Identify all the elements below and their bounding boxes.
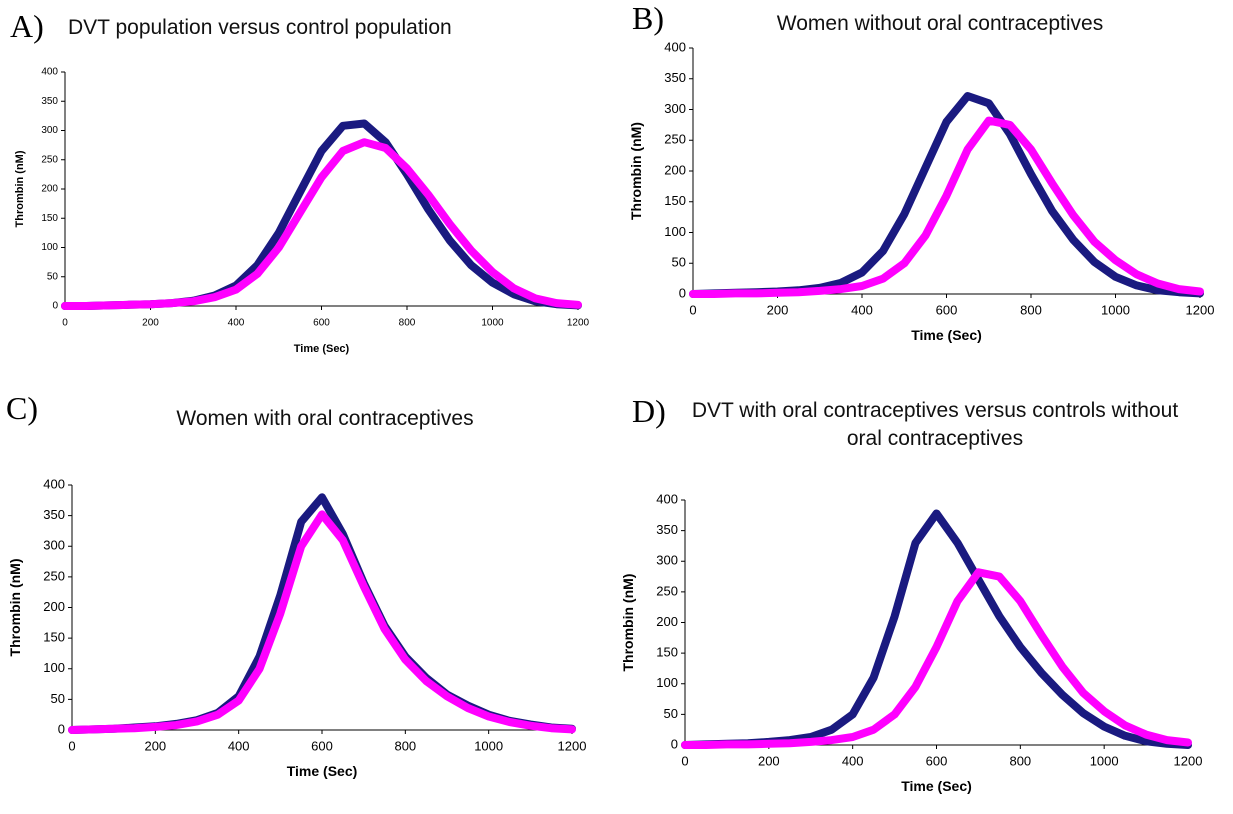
- x-tick-label: 0: [689, 302, 696, 317]
- y-tick-label: 300: [41, 125, 58, 136]
- chart-title: DVT population versus control population: [68, 16, 452, 39]
- x-tick-label: 1000: [1101, 302, 1130, 317]
- series-line: [68, 493, 576, 734]
- y-tick-label: 0: [679, 285, 686, 300]
- series-line: [681, 568, 1192, 749]
- y-axis-label: Thrombin (nM): [14, 150, 26, 227]
- x-tick-label: 600: [936, 302, 958, 317]
- y-tick-label: 0: [52, 301, 58, 312]
- y-tick-label: 350: [43, 507, 65, 522]
- y-tick-label: 50: [47, 271, 59, 282]
- x-tick-label: 200: [758, 753, 780, 768]
- y-tick-label: 200: [41, 184, 58, 195]
- x-axis-label: Time (Sec): [294, 343, 350, 355]
- panel-label: C): [6, 390, 38, 426]
- y-tick-label: 100: [43, 660, 65, 675]
- y-tick-label: 100: [656, 675, 678, 690]
- y-axis-label: Thrombin (nM): [7, 559, 23, 657]
- x-tick-label: 400: [228, 318, 245, 329]
- y-tick-label: 200: [43, 599, 65, 614]
- y-tick-label: 150: [43, 630, 65, 645]
- y-tick-label: 250: [656, 583, 678, 598]
- y-tick-label: 0: [58, 721, 65, 736]
- y-tick-label: 150: [656, 645, 678, 660]
- series-line: [68, 510, 576, 734]
- y-tick-label: 150: [664, 193, 686, 208]
- x-tick-label: 0: [68, 738, 75, 753]
- x-tick-label: 400: [851, 302, 873, 317]
- x-tick-label: 400: [228, 738, 250, 753]
- y-tick-label: 400: [43, 476, 65, 491]
- y-tick-label: 50: [51, 691, 65, 706]
- y-axis-label: Thrombin (nM): [628, 122, 644, 220]
- x-tick-label: 1000: [1090, 753, 1119, 768]
- x-tick-label: 800: [1009, 753, 1031, 768]
- x-tick-label: 600: [311, 738, 333, 753]
- y-tick-label: 250: [664, 132, 686, 147]
- x-tick-label: 1000: [481, 318, 504, 329]
- series-line: [61, 138, 582, 310]
- y-tick-label: 200: [664, 162, 686, 177]
- y-tick-label: 300: [43, 538, 65, 553]
- chart-title: Women with oral contraceptives: [176, 407, 474, 430]
- y-tick-label: 350: [41, 96, 58, 107]
- x-axis-label: Time (Sec): [911, 327, 982, 343]
- x-tick-label: 400: [842, 753, 864, 768]
- y-tick-label: 50: [672, 255, 686, 270]
- x-tick-label: 800: [399, 318, 416, 329]
- y-tick-label: 350: [656, 522, 678, 537]
- y-tick-label: 400: [664, 39, 686, 54]
- x-tick-label: 1200: [1186, 302, 1215, 317]
- y-tick-label: 200: [656, 614, 678, 629]
- y-tick-label: 250: [41, 154, 58, 165]
- y-axis-label: Thrombin (nM): [620, 574, 636, 672]
- x-tick-label: 200: [142, 318, 159, 329]
- y-tick-label: 400: [656, 491, 678, 506]
- x-tick-label: 1200: [1174, 753, 1203, 768]
- y-tick-label: 350: [664, 70, 686, 85]
- y-tick-label: 100: [664, 224, 686, 239]
- y-tick-label: 50: [664, 706, 678, 721]
- y-tick-label: 0: [671, 736, 678, 751]
- x-tick-label: 1000: [474, 738, 503, 753]
- panel-label: A): [10, 8, 44, 44]
- y-tick-label: 400: [41, 67, 58, 78]
- x-tick-label: 0: [62, 318, 68, 329]
- x-tick-label: 1200: [567, 318, 590, 329]
- series-line: [689, 116, 1204, 298]
- x-tick-label: 600: [926, 753, 948, 768]
- chart-title: Women without oral contraceptives: [776, 12, 1104, 35]
- y-tick-label: 100: [41, 242, 58, 253]
- y-tick-label: 300: [664, 101, 686, 116]
- x-axis-label: Time (Sec): [901, 778, 972, 794]
- x-tick-label: 800: [1020, 302, 1042, 317]
- y-tick-label: 250: [43, 568, 65, 583]
- x-tick-label: 800: [394, 738, 416, 753]
- x-tick-label: 0: [681, 753, 688, 768]
- series-line: [681, 509, 1192, 749]
- panel-label: B): [632, 0, 664, 36]
- y-tick-label: 300: [656, 553, 678, 568]
- x-tick-label: 600: [313, 318, 330, 329]
- x-axis-label: Time (Sec): [287, 763, 358, 779]
- x-tick-label: 1200: [558, 738, 587, 753]
- x-tick-label: 200: [144, 738, 166, 753]
- chart-title: DVT with oral contraceptives versus cont…: [691, 399, 1179, 450]
- panel-label: D): [632, 393, 666, 429]
- y-tick-label: 150: [41, 213, 58, 224]
- x-tick-label: 200: [767, 302, 789, 317]
